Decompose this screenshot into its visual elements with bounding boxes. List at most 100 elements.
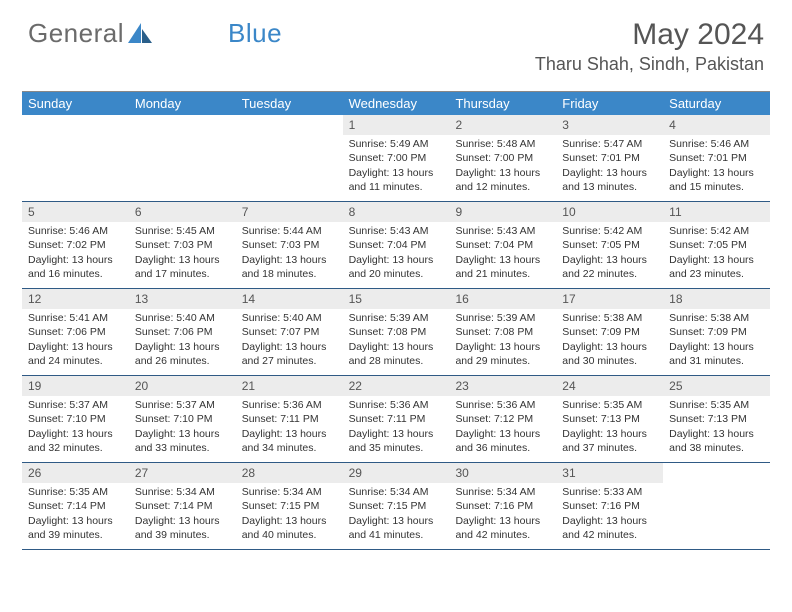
sunset-text: Sunset: 7:16 PM bbox=[455, 499, 550, 513]
day-cell: 25Sunrise: 5:35 AMSunset: 7:13 PMDayligh… bbox=[663, 376, 770, 462]
sail-icon bbox=[128, 23, 154, 45]
day-body: Sunrise: 5:35 AMSunset: 7:13 PMDaylight:… bbox=[556, 396, 663, 459]
day-body: Sunrise: 5:35 AMSunset: 7:14 PMDaylight:… bbox=[22, 483, 129, 546]
day-body: Sunrise: 5:47 AMSunset: 7:01 PMDaylight:… bbox=[556, 135, 663, 198]
day-number: 6 bbox=[129, 202, 236, 222]
daylight-text: Daylight: 13 hours and 22 minutes. bbox=[562, 253, 657, 281]
sunset-text: Sunset: 7:06 PM bbox=[135, 325, 230, 339]
day-cell bbox=[236, 115, 343, 201]
day-body: Sunrise: 5:34 AMSunset: 7:14 PMDaylight:… bbox=[129, 483, 236, 546]
daylight-text: Daylight: 13 hours and 13 minutes. bbox=[562, 166, 657, 194]
sunset-text: Sunset: 7:04 PM bbox=[349, 238, 444, 252]
day-body: Sunrise: 5:39 AMSunset: 7:08 PMDaylight:… bbox=[343, 309, 450, 372]
daylight-text: Daylight: 13 hours and 30 minutes. bbox=[562, 340, 657, 368]
sunrise-text: Sunrise: 5:41 AM bbox=[28, 311, 123, 325]
sunset-text: Sunset: 7:16 PM bbox=[562, 499, 657, 513]
day-number: 20 bbox=[129, 376, 236, 396]
day-cell: 28Sunrise: 5:34 AMSunset: 7:15 PMDayligh… bbox=[236, 463, 343, 549]
daylight-text: Daylight: 13 hours and 36 minutes. bbox=[455, 427, 550, 455]
sunrise-text: Sunrise: 5:37 AM bbox=[135, 398, 230, 412]
day-number: 15 bbox=[343, 289, 450, 309]
daylight-text: Daylight: 13 hours and 39 minutes. bbox=[28, 514, 123, 542]
day-body: Sunrise: 5:46 AMSunset: 7:02 PMDaylight:… bbox=[22, 222, 129, 285]
daylight-text: Daylight: 13 hours and 42 minutes. bbox=[455, 514, 550, 542]
sunset-text: Sunset: 7:15 PM bbox=[349, 499, 444, 513]
sunrise-text: Sunrise: 5:37 AM bbox=[28, 398, 123, 412]
sunset-text: Sunset: 7:12 PM bbox=[455, 412, 550, 426]
daylight-text: Daylight: 13 hours and 16 minutes. bbox=[28, 253, 123, 281]
sunrise-text: Sunrise: 5:44 AM bbox=[242, 224, 337, 238]
day-cell: 1Sunrise: 5:49 AMSunset: 7:00 PMDaylight… bbox=[343, 115, 450, 201]
sunset-text: Sunset: 7:15 PM bbox=[242, 499, 337, 513]
daylight-text: Daylight: 13 hours and 17 minutes. bbox=[135, 253, 230, 281]
day-number: 5 bbox=[22, 202, 129, 222]
day-number: 17 bbox=[556, 289, 663, 309]
sunset-text: Sunset: 7:00 PM bbox=[349, 151, 444, 165]
daylight-text: Daylight: 13 hours and 11 minutes. bbox=[349, 166, 444, 194]
sunset-text: Sunset: 7:07 PM bbox=[242, 325, 337, 339]
title-block: May 2024 Tharu Shah, Sindh, Pakistan bbox=[535, 18, 764, 75]
sunrise-text: Sunrise: 5:49 AM bbox=[349, 137, 444, 151]
day-body: Sunrise: 5:34 AMSunset: 7:16 PMDaylight:… bbox=[449, 483, 556, 546]
day-body bbox=[236, 135, 343, 141]
sunset-text: Sunset: 7:14 PM bbox=[135, 499, 230, 513]
brand-logo: General Blue bbox=[28, 18, 282, 49]
day-body: Sunrise: 5:43 AMSunset: 7:04 PMDaylight:… bbox=[343, 222, 450, 285]
day-number: 24 bbox=[556, 376, 663, 396]
daylight-text: Daylight: 13 hours and 26 minutes. bbox=[135, 340, 230, 368]
day-body: Sunrise: 5:40 AMSunset: 7:06 PMDaylight:… bbox=[129, 309, 236, 372]
month-title: May 2024 bbox=[535, 18, 764, 52]
day-body: Sunrise: 5:38 AMSunset: 7:09 PMDaylight:… bbox=[556, 309, 663, 372]
week-row: 19Sunrise: 5:37 AMSunset: 7:10 PMDayligh… bbox=[22, 376, 770, 463]
day-cell: 14Sunrise: 5:40 AMSunset: 7:07 PMDayligh… bbox=[236, 289, 343, 375]
week-row: 26Sunrise: 5:35 AMSunset: 7:14 PMDayligh… bbox=[22, 463, 770, 550]
daylight-text: Daylight: 13 hours and 31 minutes. bbox=[669, 340, 764, 368]
day-cell: 2Sunrise: 5:48 AMSunset: 7:00 PMDaylight… bbox=[449, 115, 556, 201]
calendar: Sunday Monday Tuesday Wednesday Thursday… bbox=[22, 91, 770, 550]
day-number: 10 bbox=[556, 202, 663, 222]
sunset-text: Sunset: 7:09 PM bbox=[669, 325, 764, 339]
sunset-text: Sunset: 7:03 PM bbox=[135, 238, 230, 252]
day-body: Sunrise: 5:42 AMSunset: 7:05 PMDaylight:… bbox=[663, 222, 770, 285]
sunrise-text: Sunrise: 5:38 AM bbox=[669, 311, 764, 325]
day-cell: 20Sunrise: 5:37 AMSunset: 7:10 PMDayligh… bbox=[129, 376, 236, 462]
day-body bbox=[129, 135, 236, 141]
week-row: 12Sunrise: 5:41 AMSunset: 7:06 PMDayligh… bbox=[22, 289, 770, 376]
sunrise-text: Sunrise: 5:33 AM bbox=[562, 485, 657, 499]
week-row: 5Sunrise: 5:46 AMSunset: 7:02 PMDaylight… bbox=[22, 202, 770, 289]
day-cell: 9Sunrise: 5:43 AMSunset: 7:04 PMDaylight… bbox=[449, 202, 556, 288]
day-body: Sunrise: 5:33 AMSunset: 7:16 PMDaylight:… bbox=[556, 483, 663, 546]
sunset-text: Sunset: 7:08 PM bbox=[455, 325, 550, 339]
day-body: Sunrise: 5:39 AMSunset: 7:08 PMDaylight:… bbox=[449, 309, 556, 372]
daylight-text: Daylight: 13 hours and 24 minutes. bbox=[28, 340, 123, 368]
day-number: 26 bbox=[22, 463, 129, 483]
day-body: Sunrise: 5:36 AMSunset: 7:11 PMDaylight:… bbox=[343, 396, 450, 459]
daylight-text: Daylight: 13 hours and 20 minutes. bbox=[349, 253, 444, 281]
daylight-text: Daylight: 13 hours and 42 minutes. bbox=[562, 514, 657, 542]
daylight-text: Daylight: 13 hours and 29 minutes. bbox=[455, 340, 550, 368]
day-number: 8 bbox=[343, 202, 450, 222]
sunset-text: Sunset: 7:10 PM bbox=[135, 412, 230, 426]
day-number: 18 bbox=[663, 289, 770, 309]
sunrise-text: Sunrise: 5:47 AM bbox=[562, 137, 657, 151]
day-cell: 7Sunrise: 5:44 AMSunset: 7:03 PMDaylight… bbox=[236, 202, 343, 288]
day-body: Sunrise: 5:42 AMSunset: 7:05 PMDaylight:… bbox=[556, 222, 663, 285]
daylight-text: Daylight: 13 hours and 41 minutes. bbox=[349, 514, 444, 542]
location-label: Tharu Shah, Sindh, Pakistan bbox=[535, 54, 764, 75]
weeks-container: 1Sunrise: 5:49 AMSunset: 7:00 PMDaylight… bbox=[22, 115, 770, 550]
day-cell bbox=[129, 115, 236, 201]
weekday-header: Monday bbox=[129, 92, 236, 115]
daylight-text: Daylight: 13 hours and 15 minutes. bbox=[669, 166, 764, 194]
sunset-text: Sunset: 7:13 PM bbox=[669, 412, 764, 426]
daylight-text: Daylight: 13 hours and 21 minutes. bbox=[455, 253, 550, 281]
day-cell: 24Sunrise: 5:35 AMSunset: 7:13 PMDayligh… bbox=[556, 376, 663, 462]
day-number: 28 bbox=[236, 463, 343, 483]
sunrise-text: Sunrise: 5:38 AM bbox=[562, 311, 657, 325]
sunrise-text: Sunrise: 5:34 AM bbox=[242, 485, 337, 499]
sunset-text: Sunset: 7:13 PM bbox=[562, 412, 657, 426]
day-number: 14 bbox=[236, 289, 343, 309]
sunrise-text: Sunrise: 5:43 AM bbox=[455, 224, 550, 238]
day-cell: 23Sunrise: 5:36 AMSunset: 7:12 PMDayligh… bbox=[449, 376, 556, 462]
day-cell: 30Sunrise: 5:34 AMSunset: 7:16 PMDayligh… bbox=[449, 463, 556, 549]
weekday-header: Thursday bbox=[449, 92, 556, 115]
